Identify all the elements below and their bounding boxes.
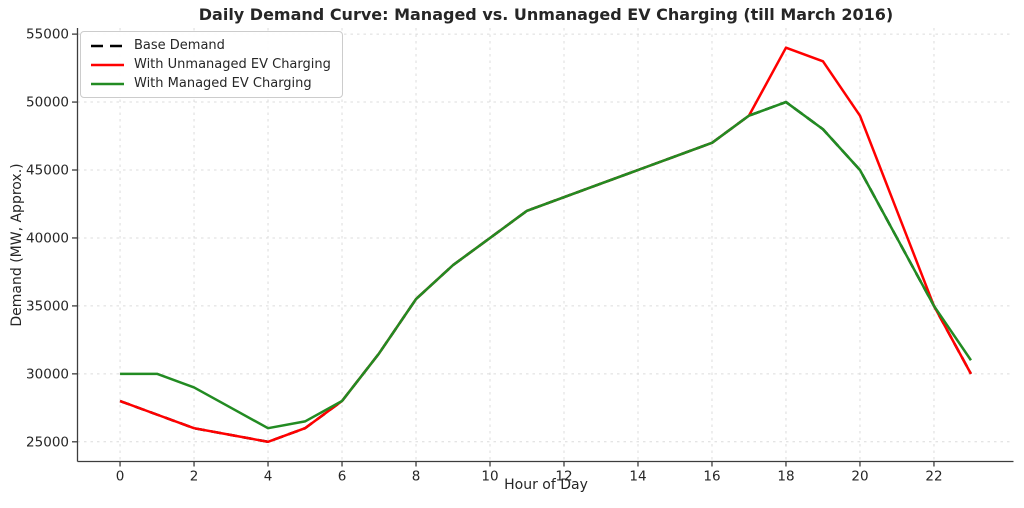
- legend-label: Base Demand: [134, 38, 225, 53]
- series-line-with-unmanaged-ev-charging: [119, 46, 973, 444]
- x-tick-label: 0: [116, 469, 125, 485]
- x-tick-label: 4: [264, 469, 273, 485]
- x-tick-label: 18: [777, 469, 794, 485]
- x-tick-label: 8: [412, 469, 421, 485]
- y-tick-label: 35000: [26, 298, 69, 314]
- y-tick-label: 40000: [26, 230, 69, 246]
- y-tick-label: 25000: [26, 434, 69, 450]
- legend-item-unmanaged: With Unmanaged EV Charging: [90, 57, 331, 72]
- x-axis-label: Hour of Day: [504, 477, 588, 493]
- x-tick-label: 22: [925, 469, 942, 485]
- x-tick-label: 2: [190, 469, 199, 485]
- x-tick-label: 10: [481, 469, 498, 485]
- legend-item-base-demand: Base Demand: [90, 38, 331, 53]
- unmanaged-line-swatch: [91, 63, 124, 66]
- x-tick-label: 20: [851, 469, 868, 485]
- y-tick-label: 55000: [26, 27, 69, 43]
- x-tick-label: 6: [338, 469, 347, 485]
- base-demand-line-swatch: [91, 44, 124, 47]
- managed-line-swatch: [91, 82, 124, 85]
- x-tick-label: 12: [555, 469, 572, 485]
- x-tick-label: 14: [629, 469, 646, 485]
- y-tick-label: 50000: [26, 95, 69, 111]
- chart-title: Daily Demand Curve: Managed vs. Unmanage…: [198, 5, 894, 24]
- series-line-with-managed-ev-charging: [120, 100, 972, 430]
- legend-item-managed: With Managed EV Charging: [90, 76, 331, 91]
- legend-label: With Unmanaged EV Charging: [134, 57, 331, 72]
- legend-label: With Managed EV Charging: [134, 76, 312, 91]
- x-tick-label: 16: [703, 469, 720, 485]
- legend: Base Demand With Unmanaged EV Charging W…: [80, 31, 343, 98]
- y-tick-label: 45000: [26, 163, 69, 179]
- y-tick-label: 30000: [26, 366, 69, 382]
